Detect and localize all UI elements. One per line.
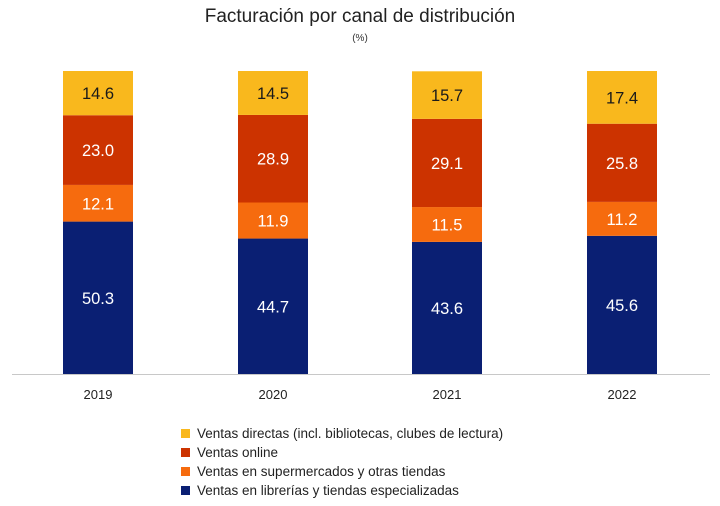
chart-title: Facturación por canal de distribución	[204, 6, 516, 27]
legend-label: Ventas directas (incl. bibliotecas, club…	[197, 426, 504, 441]
data-label: 11.2	[607, 211, 638, 229]
bar-segment	[63, 221, 133, 374]
data-label: 14.6	[82, 85, 114, 103]
data-label: 23.0	[82, 142, 114, 160]
bar-segment	[238, 238, 308, 374]
bar-segment	[412, 118, 482, 208]
bar-segment	[587, 235, 657, 374]
chart-subtitle: (%)	[352, 33, 368, 44]
data-label: 15.7	[431, 87, 463, 105]
x-tick-label: 2021	[433, 387, 462, 402]
data-label: 43.6	[431, 300, 463, 318]
data-label: 17.4	[606, 89, 638, 107]
bar-segment	[63, 71, 133, 116]
bar-segment	[412, 207, 482, 242]
bar-segment	[587, 123, 657, 202]
bar-segment	[238, 71, 308, 115]
data-label: 11.9	[258, 213, 289, 231]
legend-swatch	[181, 467, 190, 476]
bar-segment	[63, 184, 133, 222]
legend-swatch	[181, 486, 190, 495]
x-tick-label: 2020	[259, 387, 288, 402]
data-label: 14.5	[257, 85, 289, 103]
legend-item: Ventas en supermercados y otras tiendas	[181, 462, 503, 481]
bar-segment	[238, 114, 308, 203]
data-label: 25.8	[606, 155, 638, 173]
x-tick-label: 2022	[608, 387, 637, 402]
legend-swatch	[181, 429, 190, 438]
data-label: 12.1	[82, 195, 114, 213]
legend-swatch	[181, 448, 190, 457]
bar-segment	[238, 202, 308, 239]
legend: Ventas directas (incl. bibliotecas, club…	[181, 424, 503, 500]
bar-segment	[587, 71, 657, 124]
legend-label: Ventas online	[197, 445, 279, 460]
data-label: 44.7	[257, 298, 289, 316]
bar-segment	[412, 71, 482, 119]
bar-segment	[412, 241, 482, 374]
data-label: 11.5	[432, 216, 463, 234]
data-label: 50.3	[82, 290, 114, 308]
legend-item: Ventas online	[181, 443, 503, 462]
x-tick-label: 2019	[84, 387, 113, 402]
legend-item: Ventas en librerías y tiendas especializ…	[181, 481, 503, 500]
legend-item: Ventas directas (incl. bibliotecas, club…	[181, 424, 503, 443]
bar-segment	[587, 201, 657, 236]
bar-segment	[63, 115, 133, 185]
legend-label: Ventas en supermercados y otras tiendas	[197, 464, 446, 479]
data-label: 28.9	[257, 151, 289, 169]
data-label: 45.6	[606, 297, 638, 315]
legend-label: Ventas en librerías y tiendas especializ…	[197, 483, 459, 498]
data-label: 29.1	[431, 155, 463, 173]
